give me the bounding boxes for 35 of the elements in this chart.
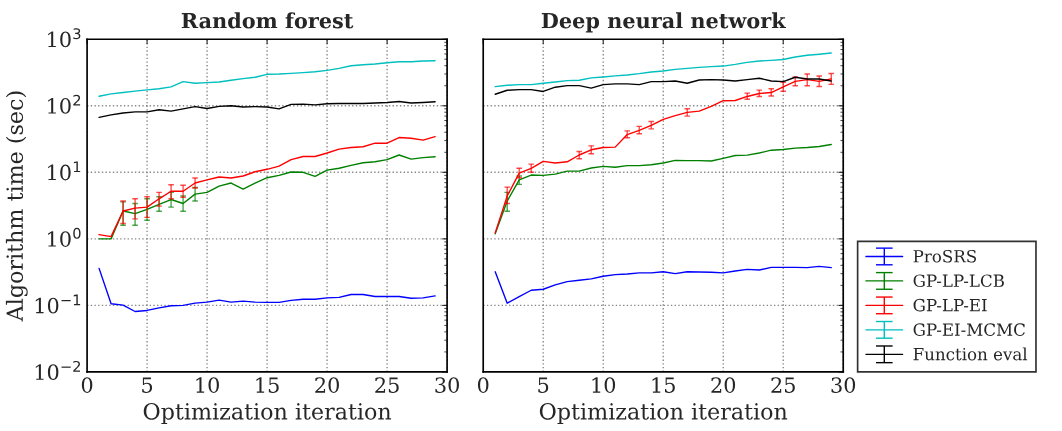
y-tick-label: 10$^{3}$: [48, 28, 81, 48]
x-tick-label: 5: [538, 377, 549, 393]
x-tick-label: 20: [711, 377, 736, 393]
legend-label: GP-LP-LCB: [913, 274, 1004, 287]
x-tick-label: 25: [375, 377, 399, 393]
x-tick-label: 0: [477, 377, 489, 393]
x-tick-label: 15: [256, 377, 279, 393]
x-tick-label: 5: [142, 377, 153, 393]
legend-label: ProSRS: [913, 249, 977, 263]
x-tick-label: 20: [315, 377, 339, 393]
x-tick-label: 10: [592, 377, 616, 393]
x-tick-label: 30: [435, 377, 459, 393]
x-tick-label: 10: [196, 377, 219, 393]
line-series: [98, 267, 436, 313]
y-tick-label: 10$^{−2}$: [35, 360, 81, 380]
line-series: [98, 135, 436, 238]
y-tick-label: 10$^{2}$: [48, 94, 81, 114]
legend-label: GP-LP-EI: [913, 298, 987, 312]
line-series: [98, 60, 436, 97]
legend-label: GP-EI-MCMC: [913, 323, 1025, 336]
line-series: [98, 154, 436, 240]
x-tick-label: 15: [652, 377, 675, 393]
x-axis-title: Optimization iteration: [143, 402, 392, 425]
x-tick-label: 0: [81, 377, 93, 393]
line-series: [98, 100, 436, 119]
chart-title: Random forest: [181, 12, 354, 29]
x-tick-label: 30: [831, 377, 856, 393]
chart-title: Deep neural network: [541, 12, 786, 33]
y-tick-label: 10$^{0}$: [48, 227, 81, 247]
y-tick-label: 10$^{1}$: [48, 161, 81, 181]
y-axis-title: Algorithm time (sec): [5, 91, 28, 322]
y-tick-label: 10$^{−1}$: [35, 294, 81, 314]
x-axis-title: Optimization iteration: [539, 402, 788, 425]
legend-label: Function eval: [913, 347, 1028, 361]
x-tick-label: 25: [771, 377, 795, 393]
